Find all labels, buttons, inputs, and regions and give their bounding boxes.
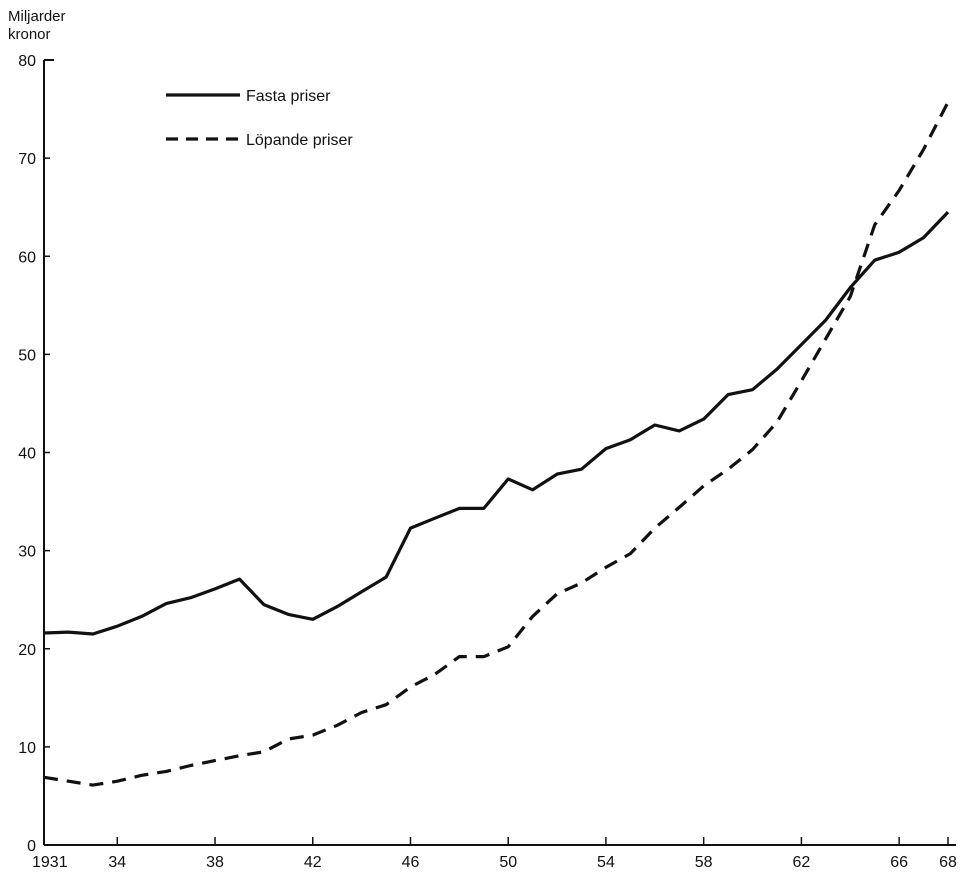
y-tick-label: 40 <box>18 446 36 463</box>
series-line-lopande-priser <box>43 101 950 787</box>
y-tick-label: 10 <box>18 740 36 757</box>
x-tick-label: 68 <box>939 854 957 871</box>
y-tick-label: 80 <box>18 53 36 70</box>
legend-label-fasta-priser: Fasta priser <box>246 88 331 105</box>
series-line-fasta-priser <box>43 210 950 636</box>
y-axis-title-line-1: Miljarder <box>8 8 66 25</box>
x-tick-label: 46 <box>402 854 420 871</box>
y-tick-label: 70 <box>18 151 36 168</box>
x-tick-label: 42 <box>304 854 322 871</box>
x-tick-label: 54 <box>597 854 615 871</box>
y-axis-title: Miljarder kronor <box>8 8 66 44</box>
x-tick-label: 38 <box>206 854 224 871</box>
x-tick-label: 62 <box>793 854 811 871</box>
y-axis-title-line-2: kronor <box>8 26 51 43</box>
y-tick-label: 60 <box>18 249 36 266</box>
legend: Fasta priser Löpande priser <box>166 88 353 149</box>
axes: 0 10 20 30 40 50 60 70 80 1931 34 38 42 46 50 54 58 62 66 6… <box>18 53 957 871</box>
y-tick-label: 20 <box>18 642 36 659</box>
y-tick-label: 0 <box>27 838 36 855</box>
x-tick-label: 58 <box>695 854 713 871</box>
x-tick-label: 66 <box>890 854 908 871</box>
x-tick-label: 1931 <box>32 854 68 871</box>
legend-label-lopande-priser: Löpande priser <box>246 132 353 149</box>
y-tick-label: 50 <box>18 347 36 364</box>
x-tick-label: 50 <box>499 854 517 871</box>
series-lines <box>43 101 950 787</box>
y-tick-label: 30 <box>18 544 36 561</box>
x-tick-label: 34 <box>108 854 126 871</box>
